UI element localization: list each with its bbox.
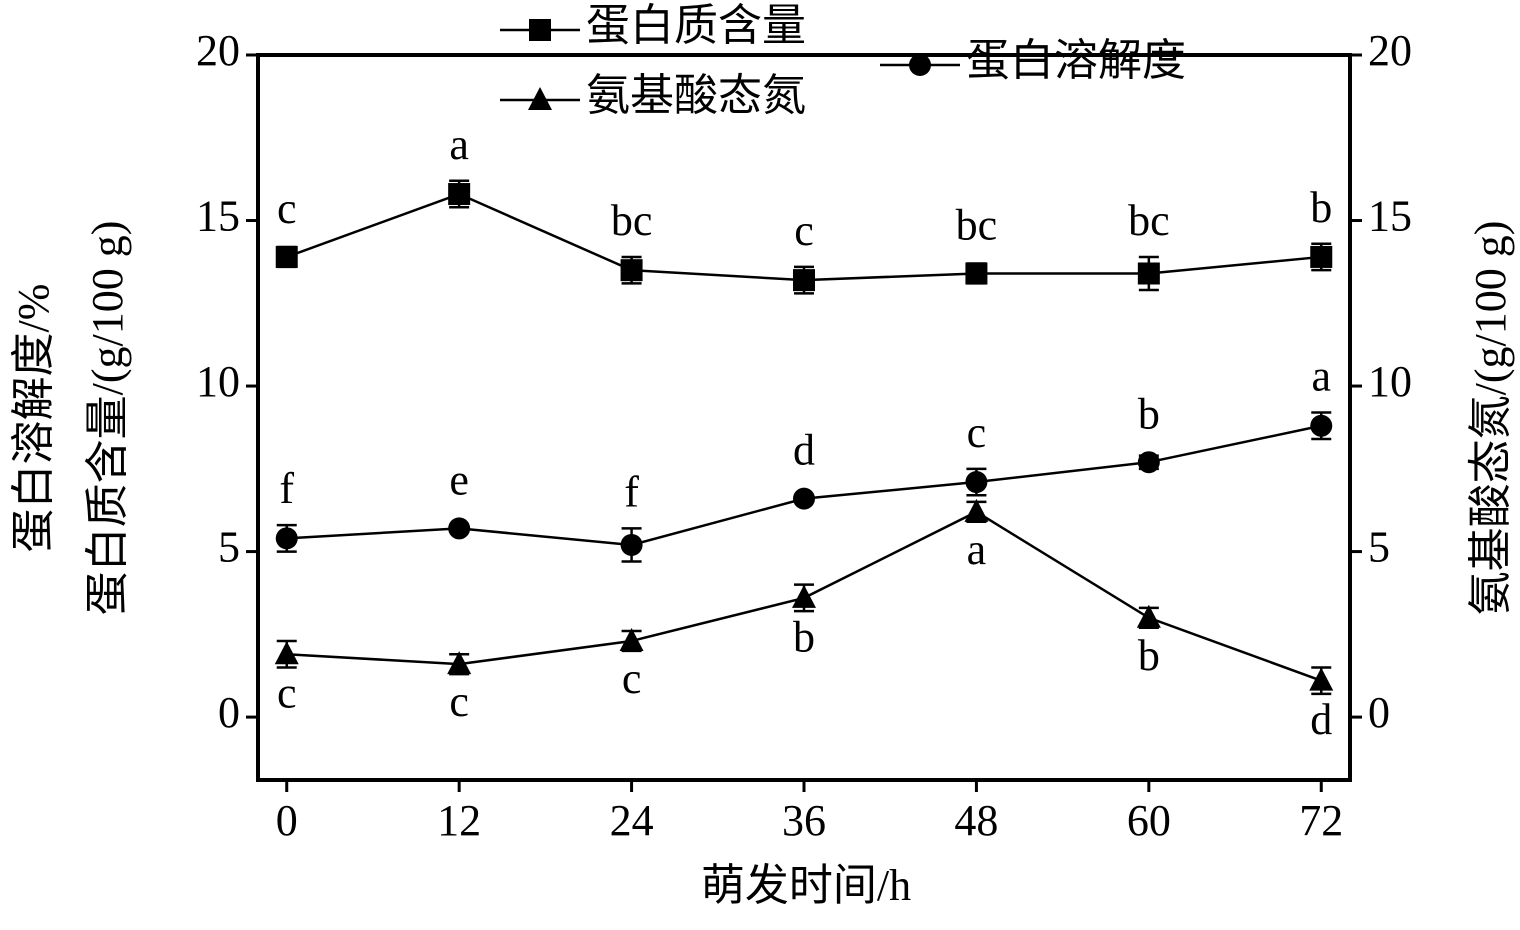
y2-tick-label: 10 (1368, 357, 1412, 406)
significance-label: f (279, 464, 294, 513)
marker (1310, 414, 1333, 437)
marker (965, 471, 988, 494)
significance-label: c (967, 408, 987, 457)
significance-label: c (449, 677, 469, 726)
legend-marker (909, 54, 931, 76)
x-tick-label: 60 (1127, 796, 1171, 845)
marker (275, 245, 298, 268)
y-axis-label: 蛋白溶解度/% (9, 284, 58, 553)
marker (448, 517, 471, 540)
significance-label: a (449, 120, 469, 169)
x-tick-label: 48 (954, 796, 998, 845)
significance-label: c (622, 654, 642, 703)
marker (965, 262, 988, 285)
legend-marker (529, 19, 551, 41)
marker (448, 183, 471, 206)
y-tick-label: 15 (196, 192, 240, 241)
marker (1309, 667, 1334, 691)
significance-label: b (793, 612, 815, 661)
legend-label: 氨基酸态氮 (586, 71, 806, 120)
legend-label: 蛋白溶解度 (966, 36, 1186, 85)
significance-label: b (1138, 389, 1160, 438)
marker (1137, 262, 1160, 285)
y-axis-label: 蛋白质含量/(g/100 g) (83, 221, 132, 616)
marker (619, 627, 644, 651)
significance-label: c (794, 206, 814, 255)
y2-tick-label: 15 (1368, 192, 1412, 241)
marker (274, 641, 299, 665)
significance-label: c (277, 184, 297, 233)
significance-label: b (1138, 631, 1160, 680)
marker (275, 527, 298, 550)
x-tick-label: 36 (782, 796, 826, 845)
x-tick-label: 72 (1299, 796, 1343, 845)
x-tick-label: 0 (276, 796, 298, 845)
significance-label: a (1311, 352, 1331, 401)
marker (793, 487, 815, 510)
marker (964, 498, 989, 522)
y2-tick-label: 0 (1368, 688, 1390, 737)
significance-label: a (967, 525, 987, 574)
marker (1310, 245, 1333, 268)
y2-tick-label: 5 (1368, 523, 1390, 572)
marker (792, 584, 816, 608)
y-tick-label: 5 (218, 523, 240, 572)
significance-label: b (1310, 183, 1332, 232)
significance-label: d (793, 426, 815, 475)
x-tick-label: 12 (437, 796, 481, 845)
significance-label: f (624, 467, 639, 516)
x-axis-label: 萌发时间/h (701, 861, 911, 910)
x-tick-label: 24 (610, 796, 654, 845)
marker (793, 269, 815, 292)
marker (620, 259, 643, 282)
marker (1136, 604, 1161, 628)
plot-frame (256, 53, 1352, 782)
y-tick-label: 0 (218, 688, 240, 737)
significance-label: bc (956, 201, 998, 250)
significance-label: bc (1128, 196, 1170, 245)
legend-label: 蛋白质含量 (586, 1, 806, 50)
significance-label: c (277, 669, 297, 718)
significance-label: e (449, 455, 469, 504)
y-tick-label: 10 (196, 357, 240, 406)
significance-label: bc (611, 196, 653, 245)
y-tick-label: 20 (196, 26, 240, 75)
y2-tick-label: 20 (1368, 26, 1412, 75)
marker (1137, 451, 1160, 474)
legend-marker (528, 87, 552, 110)
marker (620, 533, 643, 556)
y2-axis-label: 氨基酸态氮/(g/100 g) (1466, 221, 1515, 616)
marker (447, 651, 472, 675)
significance-label: d (1310, 695, 1332, 744)
